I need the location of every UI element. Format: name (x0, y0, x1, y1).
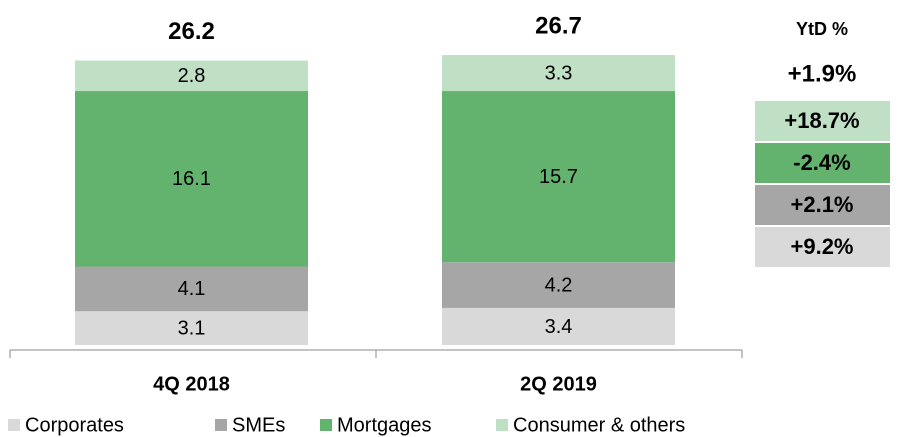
bar-segment (442, 91, 675, 263)
ytd-label: +2.1% (791, 192, 854, 217)
bar-segment (75, 311, 308, 345)
ytd-label: +9.2% (791, 234, 854, 259)
data-label: 3.3 (545, 62, 573, 84)
ytd-box (755, 143, 890, 183)
ytd-label: -2.4% (793, 150, 850, 175)
legend-label: Corporates (25, 414, 124, 436)
data-label: 16.1 (172, 168, 211, 190)
bar-segment (442, 262, 675, 308)
ytd-total: +1.9% (788, 60, 857, 87)
data-label: 15.7 (539, 166, 578, 188)
ytd-box (755, 227, 890, 267)
legend-label: SMEs (232, 414, 285, 436)
data-label: 4.2 (545, 274, 573, 296)
bar-segment (442, 307, 675, 345)
legend-label: Consumer & others (513, 414, 685, 436)
ytd-box (755, 101, 890, 141)
legend-swatch (215, 419, 227, 431)
total-label: 26.2 (168, 18, 215, 45)
bar-segment (75, 60, 308, 92)
ytd-title: YtD % (796, 19, 848, 39)
x-tick-label: 4Q 2018 (153, 373, 230, 395)
data-label: 3.4 (545, 316, 573, 338)
total-label: 26.7 (535, 12, 582, 39)
ytd-box (755, 185, 890, 225)
data-label: 3.1 (178, 317, 206, 339)
legend-label: Mortgages (337, 414, 432, 436)
bar-segment (75, 91, 308, 267)
x-tick-label: 2Q 2019 (520, 373, 597, 395)
data-label: 2.8 (178, 65, 206, 87)
data-label: 4.1 (178, 278, 206, 300)
legend-swatch (320, 419, 332, 431)
bar-segment (442, 55, 675, 92)
legend-swatch (496, 419, 508, 431)
ytd-label: +18.7% (784, 108, 859, 133)
bar-segment (75, 266, 308, 312)
legend-swatch (8, 419, 20, 431)
